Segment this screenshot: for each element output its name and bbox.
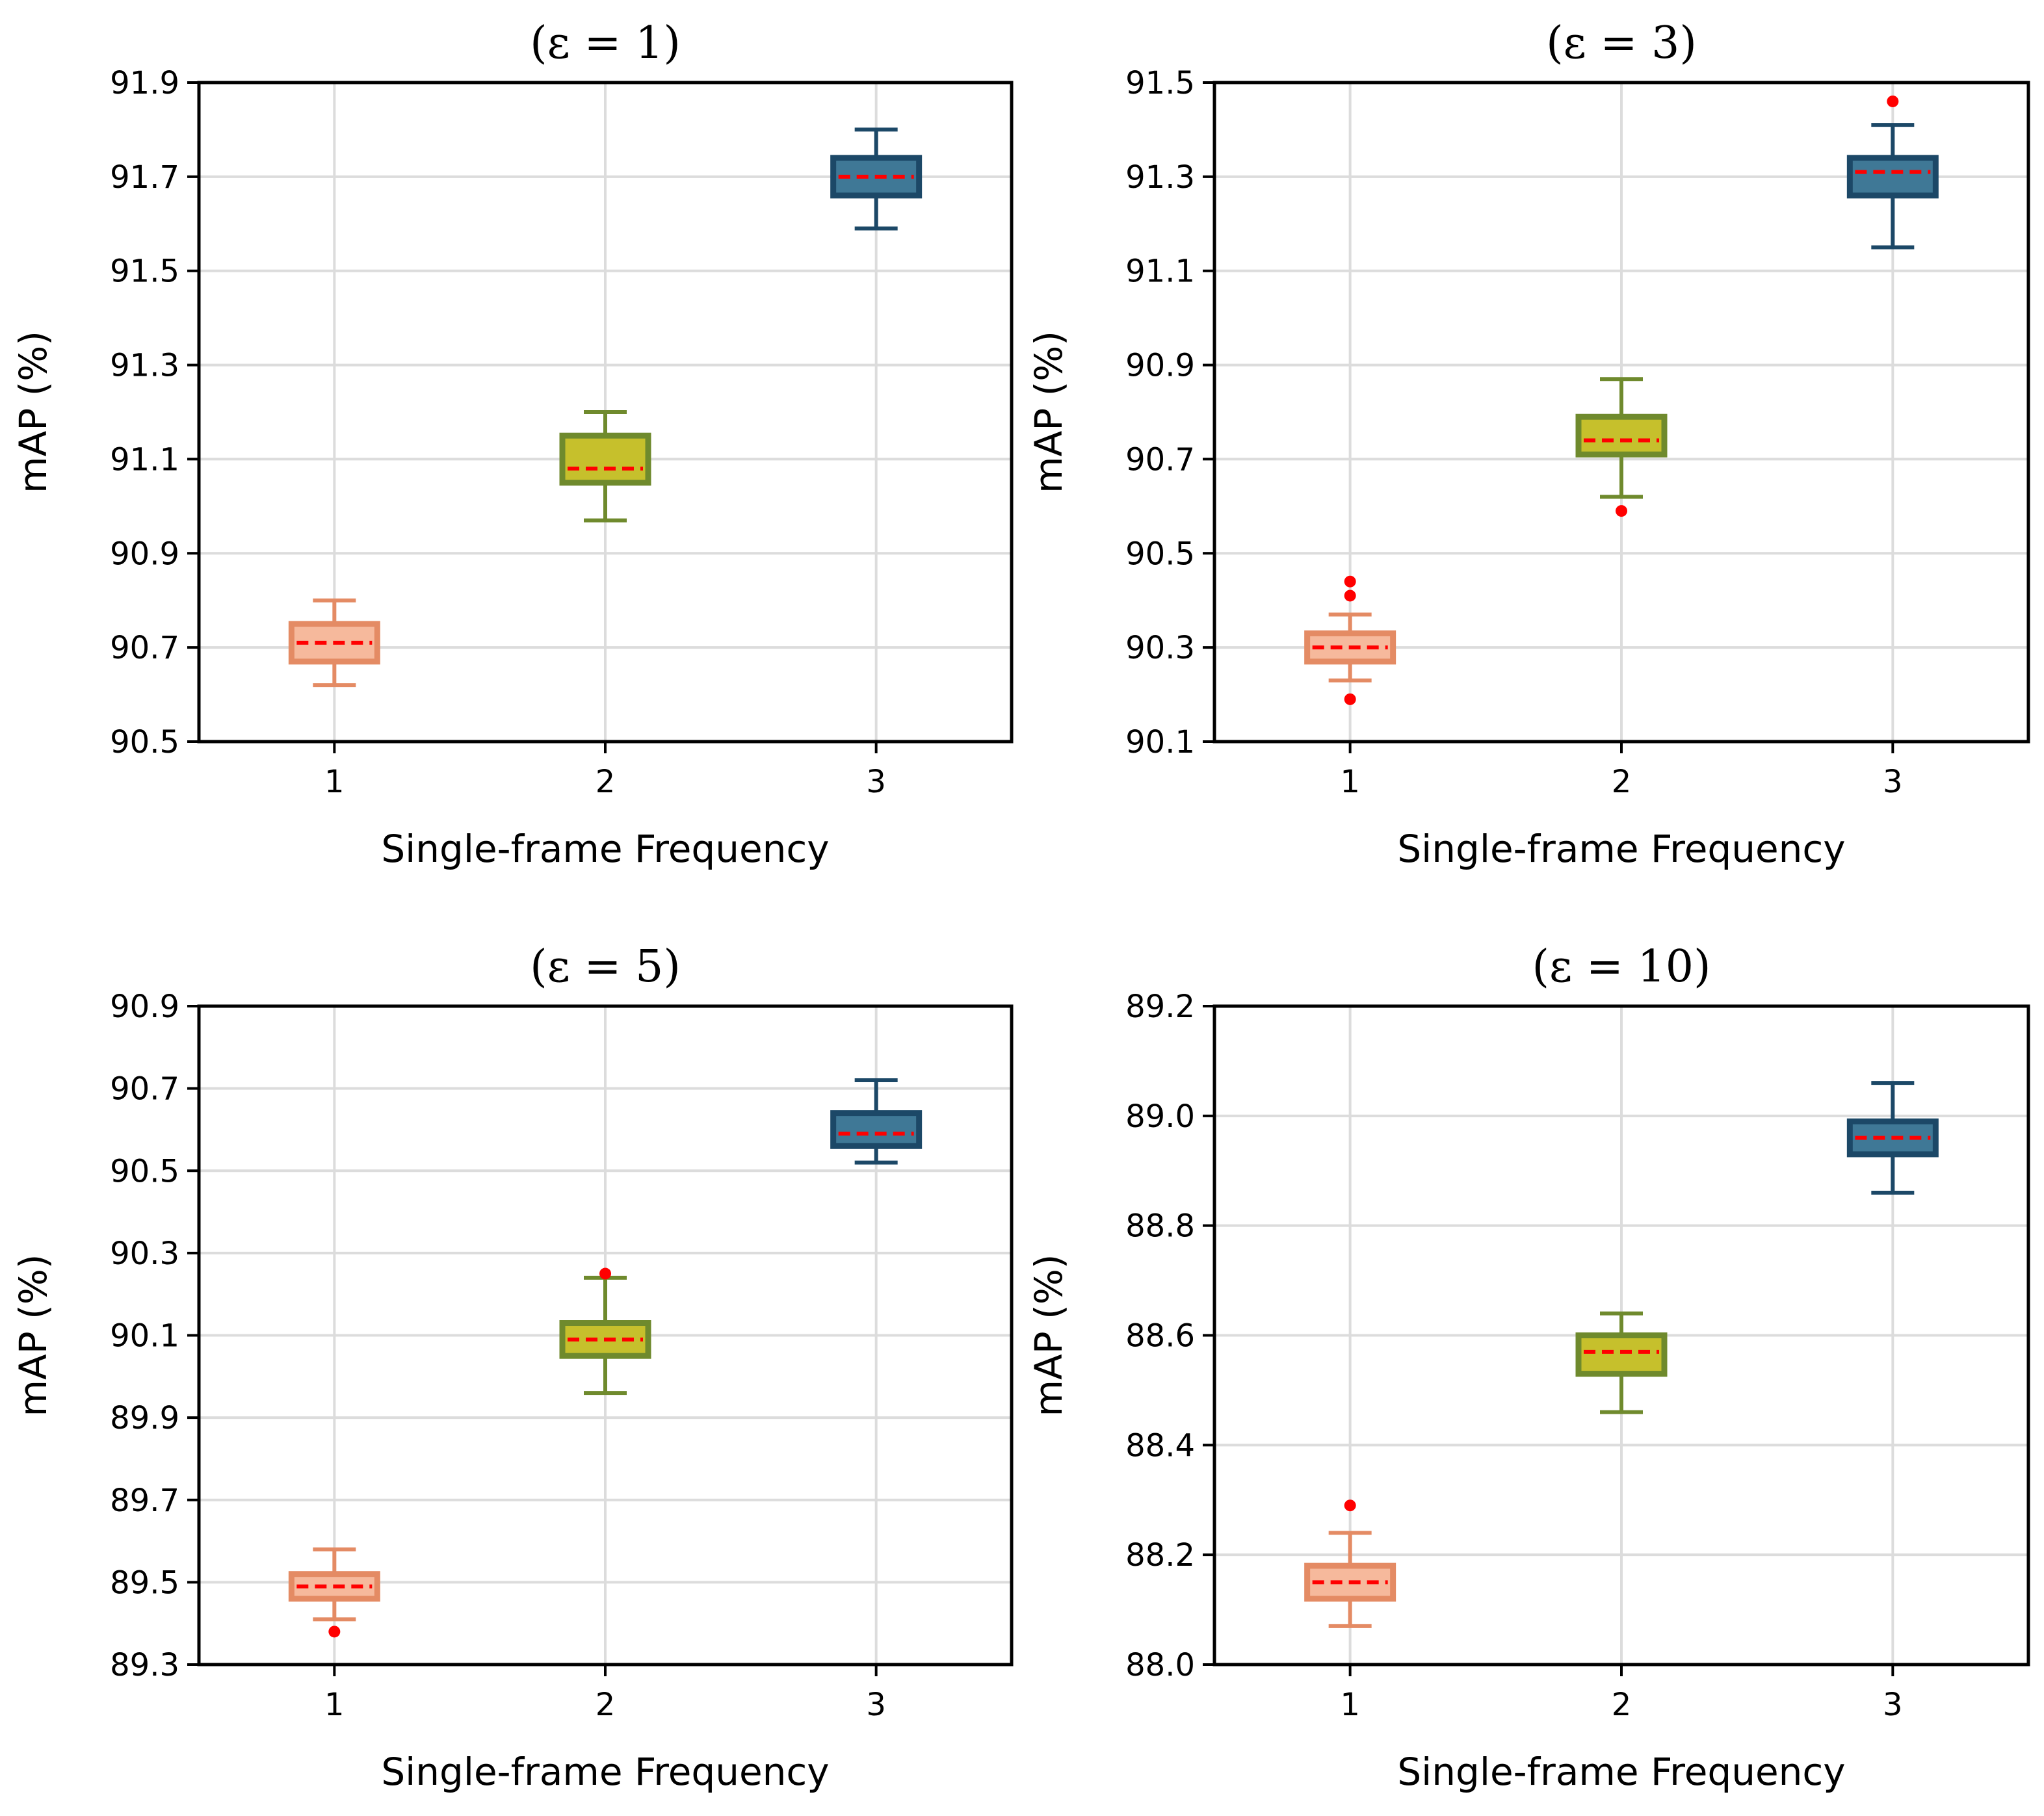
- x-tick-label: 2: [1612, 764, 1632, 800]
- y-axis-label: mAP (%): [11, 331, 55, 493]
- y-tick-label: 89.7: [110, 1483, 179, 1519]
- box-plot-category-1: [288, 1547, 380, 1638]
- y-tick-label: 90.5: [1125, 536, 1195, 572]
- box-plot-category-3: [830, 1078, 923, 1165]
- y-tick-label: 88.2: [1125, 1537, 1195, 1574]
- x-tick-label: 3: [866, 764, 886, 800]
- iqr-box: [1846, 155, 1939, 199]
- y-tick-label: 90.9: [110, 989, 179, 1025]
- x-axis-label: Single-frame Frequency: [381, 827, 829, 871]
- box-plot-category-3: [1846, 95, 1939, 250]
- y-tick-label: 90.9: [110, 536, 179, 572]
- outlier-point: [599, 1267, 611, 1280]
- y-tick-label: 90.5: [110, 724, 179, 760]
- outlier-point: [328, 1626, 341, 1638]
- x-tick-label: 2: [1612, 1687, 1632, 1723]
- outlier-point: [1344, 693, 1356, 705]
- y-tick-label: 89.9: [110, 1400, 179, 1436]
- x-tick-label: 1: [1340, 764, 1360, 800]
- chart-panel-3: 89.3 89.5 89.7 89.9 90.1 90.3 90.5 90.7 90.9 1 2 3 S…: [11, 941, 1014, 1794]
- chart-panel-1: 90.5 90.7 90.9 91.1 91.3 91.5 91.7 91.9 1 2 3 Singl…: [11, 18, 1014, 871]
- box-plot-category-1: [1304, 1499, 1396, 1628]
- x-tick-label: 2: [596, 1687, 616, 1723]
- y-tick-label: 90.1: [1125, 724, 1195, 760]
- chart-title: (ε = 3): [1546, 18, 1697, 69]
- y-tick-label: 88.0: [1125, 1647, 1195, 1683]
- y-tick-label: 90.9: [1125, 348, 1195, 384]
- y-tick-label: 91.7: [110, 159, 179, 196]
- chart-panel-4: 88.0 88.2 88.4 88.6 88.8 89.0 89.2 1 2 3 Single-fr…: [1027, 941, 2030, 1794]
- box-plot-category-2: [1575, 1311, 1668, 1414]
- chart-title: (ε = 10): [1532, 941, 1710, 992]
- iqr-box: [830, 1110, 923, 1149]
- x-tick-label: 3: [866, 1687, 886, 1723]
- chart-title: (ε = 5): [530, 941, 681, 992]
- y-tick-label: 90.7: [110, 630, 179, 666]
- y-tick-label: 89.3: [110, 1647, 179, 1683]
- x-tick-label: 3: [1883, 764, 1903, 800]
- x-tick-label: 1: [324, 764, 345, 800]
- outlier-point: [1887, 95, 1899, 107]
- y-tick-label: 88.4: [1125, 1427, 1195, 1464]
- y-tick-label: 90.1: [110, 1318, 179, 1355]
- y-tick-label: 91.1: [110, 441, 179, 478]
- x-axis-label: Single-frame Frequency: [1397, 1750, 1845, 1794]
- outlier-point: [1344, 590, 1356, 602]
- iqr-box: [1575, 1332, 1668, 1377]
- x-axis-label: Single-frame Frequency: [1397, 827, 1845, 871]
- box-plot-category-2: [1575, 377, 1668, 517]
- y-axis-label: mAP (%): [1027, 1254, 1071, 1417]
- y-tick-label: 88.6: [1125, 1318, 1195, 1355]
- y-tick-label: 88.8: [1125, 1208, 1195, 1245]
- outlier-point: [1344, 575, 1356, 588]
- outlier-point: [1616, 505, 1627, 517]
- box-plot-category-1: [1304, 575, 1396, 705]
- box-plot-category-3: [830, 127, 923, 231]
- y-axis-label: mAP (%): [1027, 331, 1071, 493]
- box-plot-category-2: [559, 1267, 651, 1395]
- y-tick-label: 91.9: [110, 65, 179, 101]
- y-tick-label: 91.5: [1125, 65, 1195, 101]
- y-tick-label: 89.0: [1125, 1098, 1195, 1135]
- iqr-box: [1575, 413, 1668, 458]
- y-tick-label: 90.7: [110, 1071, 179, 1108]
- y-tick-label: 90.7: [1125, 441, 1195, 478]
- x-tick-label: 2: [596, 764, 616, 800]
- y-tick-label: 90.5: [110, 1153, 179, 1189]
- x-axis-label: Single-frame Frequency: [381, 1750, 829, 1794]
- y-tick-label: 91.5: [110, 253, 179, 290]
- y-tick-label: 90.3: [1125, 630, 1195, 666]
- y-tick-label: 89.5: [110, 1564, 179, 1601]
- y-tick-label: 91.3: [110, 348, 179, 384]
- x-tick-label: 1: [1340, 1687, 1360, 1723]
- box-plot-category-1: [288, 598, 380, 688]
- x-tick-label: 1: [324, 1687, 345, 1723]
- x-tick-label: 3: [1883, 1687, 1903, 1723]
- y-tick-label: 91.3: [1125, 159, 1195, 196]
- chart-title: (ε = 1): [530, 18, 681, 69]
- box-plot-category-3: [1846, 1081, 1939, 1195]
- y-tick-label: 90.3: [110, 1236, 179, 1272]
- y-tick-label: 89.2: [1125, 989, 1195, 1025]
- y-tick-label: 91.1: [1125, 253, 1195, 290]
- chart-panel-2: 90.1 90.3 90.5 90.7 90.9 91.1 91.3 91.5 1 2 3 Singl…: [1027, 18, 2030, 871]
- box-plot-category-2: [559, 410, 651, 523]
- y-axis-label: mAP (%): [11, 1254, 55, 1417]
- outlier-point: [1344, 1499, 1356, 1512]
- iqr-box: [559, 432, 651, 486]
